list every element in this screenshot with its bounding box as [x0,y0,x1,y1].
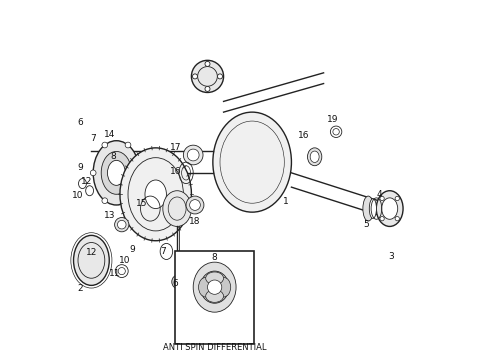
Ellipse shape [310,151,319,162]
Text: 10: 10 [72,190,84,199]
Text: 3: 3 [388,252,393,261]
Ellipse shape [190,200,200,210]
Text: 6: 6 [78,118,84,127]
Text: 13: 13 [103,211,115,220]
Ellipse shape [163,191,192,226]
FancyBboxPatch shape [175,251,254,344]
Ellipse shape [382,198,398,219]
Circle shape [395,196,399,201]
Ellipse shape [192,60,223,93]
Text: 11: 11 [109,269,121,278]
Ellipse shape [183,145,203,165]
Ellipse shape [174,277,183,286]
Text: 5: 5 [363,220,368,229]
Ellipse shape [376,191,403,226]
Circle shape [102,198,108,203]
Text: 9: 9 [129,245,135,254]
Text: 6: 6 [172,279,178,288]
Circle shape [205,86,210,91]
Text: 8: 8 [110,152,116,161]
Circle shape [118,267,125,275]
Text: 10: 10 [119,256,130,265]
Circle shape [380,196,384,201]
Ellipse shape [145,180,167,208]
Ellipse shape [74,235,109,285]
Circle shape [118,220,126,229]
Ellipse shape [206,272,223,284]
Text: 15: 15 [136,199,147,208]
Text: 7: 7 [90,134,96,143]
Ellipse shape [193,262,236,312]
Circle shape [193,74,197,79]
Circle shape [395,216,399,221]
Text: 4: 4 [376,190,382,199]
Text: 19: 19 [327,115,338,124]
Ellipse shape [369,199,376,219]
Text: 18: 18 [189,217,201,226]
Text: 9: 9 [77,163,83,172]
Circle shape [137,170,143,176]
Ellipse shape [172,275,186,289]
Ellipse shape [333,129,339,135]
Circle shape [102,142,108,148]
Text: 8: 8 [212,253,218,262]
Circle shape [115,217,129,232]
Ellipse shape [308,148,322,166]
Text: 12: 12 [86,248,98,257]
Ellipse shape [101,152,132,194]
Text: 16: 16 [298,131,310,140]
Ellipse shape [200,271,229,303]
Circle shape [125,142,131,148]
Ellipse shape [206,290,223,302]
Text: 1: 1 [283,197,289,206]
Ellipse shape [213,112,292,212]
Circle shape [125,198,131,203]
Circle shape [380,216,384,221]
Ellipse shape [187,149,199,161]
Text: 17: 17 [170,143,181,152]
Text: ANTI SPIN DIFFERENTIAL: ANTI SPIN DIFFERENTIAL [163,343,267,352]
Ellipse shape [217,277,231,297]
Text: 16: 16 [170,167,181,176]
Circle shape [90,170,96,176]
Text: 12: 12 [81,177,93,186]
Ellipse shape [107,160,125,185]
Ellipse shape [186,196,204,214]
Ellipse shape [363,196,373,221]
Ellipse shape [198,277,213,297]
Text: 2: 2 [77,284,83,293]
Circle shape [218,74,222,79]
Ellipse shape [93,141,140,205]
Text: 7: 7 [160,247,166,256]
Text: 14: 14 [103,130,115,139]
Circle shape [205,62,210,66]
Ellipse shape [120,148,192,241]
Circle shape [207,280,222,294]
